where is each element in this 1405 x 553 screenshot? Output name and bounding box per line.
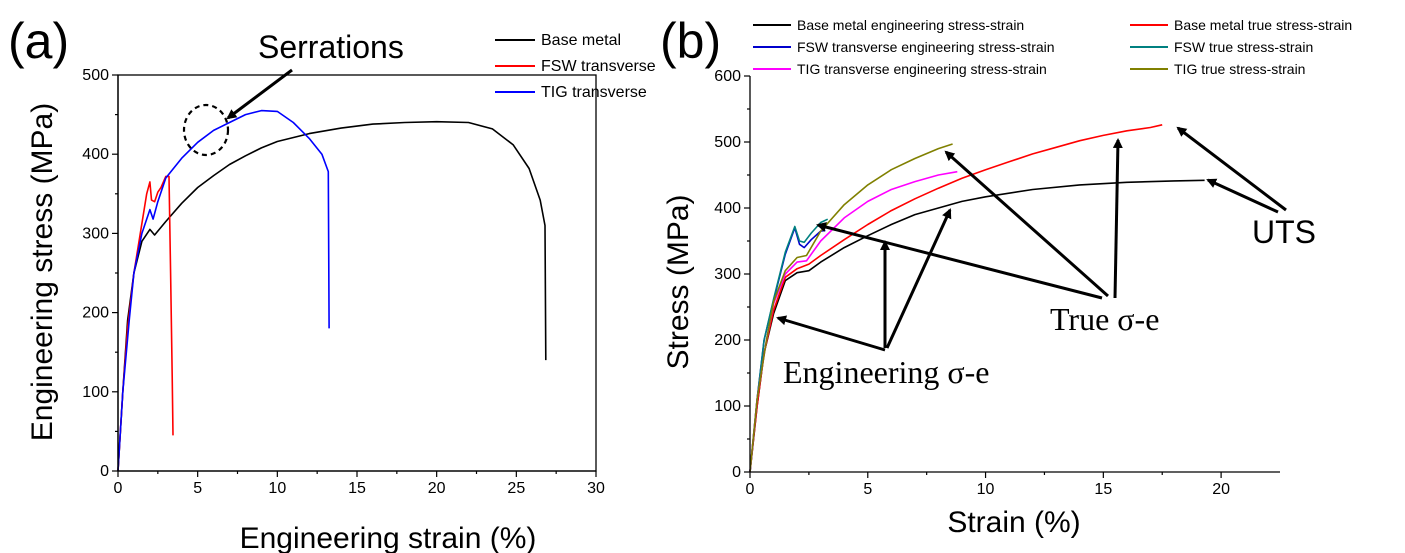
panel-b-y-axis-title: Stress (MPa) bbox=[662, 194, 695, 369]
uts-arrow-2 bbox=[1176, 126, 1287, 212]
series-line-fsw-true-stress-strain bbox=[749, 218, 829, 473]
y-tick-label: 400 bbox=[714, 200, 741, 217]
true-arrow-3 bbox=[816, 222, 1103, 300]
uts-arrow-1 bbox=[1206, 178, 1279, 214]
panel-a-series bbox=[117, 109, 547, 472]
y-tick-label: 600 bbox=[714, 68, 741, 85]
eng-arrow-3 bbox=[885, 208, 952, 349]
eng-arrow-1 bbox=[776, 315, 886, 352]
panel-a-legend: Base metal FSW transverse TIG transverse bbox=[495, 32, 656, 101]
y-tick-label: 200 bbox=[714, 332, 741, 349]
series-line-tig-transverse bbox=[117, 109, 330, 472]
legend-label: TIG transverse engineering stress-strain bbox=[797, 61, 1047, 77]
uts-label: UTS bbox=[1252, 214, 1316, 250]
y-tick-label: 400 bbox=[82, 146, 109, 163]
legend-label: TIG true stress-strain bbox=[1174, 61, 1305, 77]
y-tick-label: 100 bbox=[714, 398, 741, 415]
panel-b-legend: Base metal engineering stress-strain Base… bbox=[753, 17, 1352, 77]
x-tick-label: 0 bbox=[746, 481, 755, 498]
y-tick-label: 100 bbox=[82, 384, 109, 401]
series-line-base-metal-engineering-stress-strain bbox=[749, 179, 1205, 473]
x-tick-label: 30 bbox=[587, 480, 605, 497]
panel-a-x-axis-title: Engineering strain (%) bbox=[240, 522, 537, 553]
y-tick-label: 200 bbox=[82, 305, 109, 322]
y-tick-label: 300 bbox=[714, 266, 741, 283]
x-tick-label: 20 bbox=[1212, 481, 1230, 498]
y-tick-label: 0 bbox=[100, 463, 109, 480]
x-tick-label: 10 bbox=[268, 480, 286, 497]
x-tick-label: 0 bbox=[114, 480, 123, 497]
series-line-base-metal bbox=[117, 120, 547, 472]
legend-label: Base metal engineering stress-strain bbox=[797, 17, 1024, 33]
legend-label: Base metal true stress-strain bbox=[1174, 17, 1352, 33]
y-tick-label: 500 bbox=[82, 67, 109, 84]
x-tick-label: 10 bbox=[977, 481, 995, 498]
y-tick-label: 0 bbox=[732, 464, 741, 481]
panel-a-label: (a) bbox=[8, 13, 69, 69]
serrations-label: Serrations bbox=[258, 29, 404, 65]
legend-label: FSW transverse bbox=[541, 58, 656, 75]
x-tick-label: 25 bbox=[507, 480, 525, 497]
panel-b-x-axis-title: Strain (%) bbox=[947, 506, 1080, 539]
y-tick-label: 500 bbox=[714, 134, 741, 151]
y-tick-label: 300 bbox=[82, 225, 109, 242]
panel-a-axis-frame bbox=[117, 74, 597, 472]
serrations-circle bbox=[182, 103, 230, 157]
series-line-tig-transverse-engineering-stress-strain bbox=[749, 170, 958, 473]
engineering-se-label: Engineering σ-e bbox=[783, 354, 990, 390]
panel-b-series bbox=[749, 124, 1205, 473]
panel-b-label: (b) bbox=[660, 13, 721, 69]
legend-label: FSW true stress-strain bbox=[1174, 39, 1313, 55]
series-line-fsw-transverse-engineering-stress-strain bbox=[749, 227, 826, 473]
legend-label: Base metal bbox=[541, 32, 621, 49]
serrations-arrow bbox=[226, 68, 293, 120]
series-line-tig-true-stress-strain bbox=[749, 143, 953, 473]
x-tick-label: 15 bbox=[348, 480, 366, 497]
x-tick-label: 5 bbox=[863, 481, 872, 498]
legend-label: FSW transverse engineering stress-strain bbox=[797, 39, 1055, 55]
true-arrow-1 bbox=[1112, 138, 1123, 299]
x-tick-label: 20 bbox=[428, 480, 446, 497]
series-line-base-metal-true-stress-strain bbox=[749, 124, 1163, 473]
panel-a-y-axis-title: Engineering stress (MPa) bbox=[26, 103, 59, 441]
legend-label: TIG transverse bbox=[541, 84, 647, 101]
true-arrow-2 bbox=[944, 150, 1109, 298]
x-tick-label: 5 bbox=[193, 480, 202, 497]
x-tick-label: 15 bbox=[1094, 481, 1112, 498]
true-se-label: True σ-e bbox=[1050, 301, 1159, 337]
